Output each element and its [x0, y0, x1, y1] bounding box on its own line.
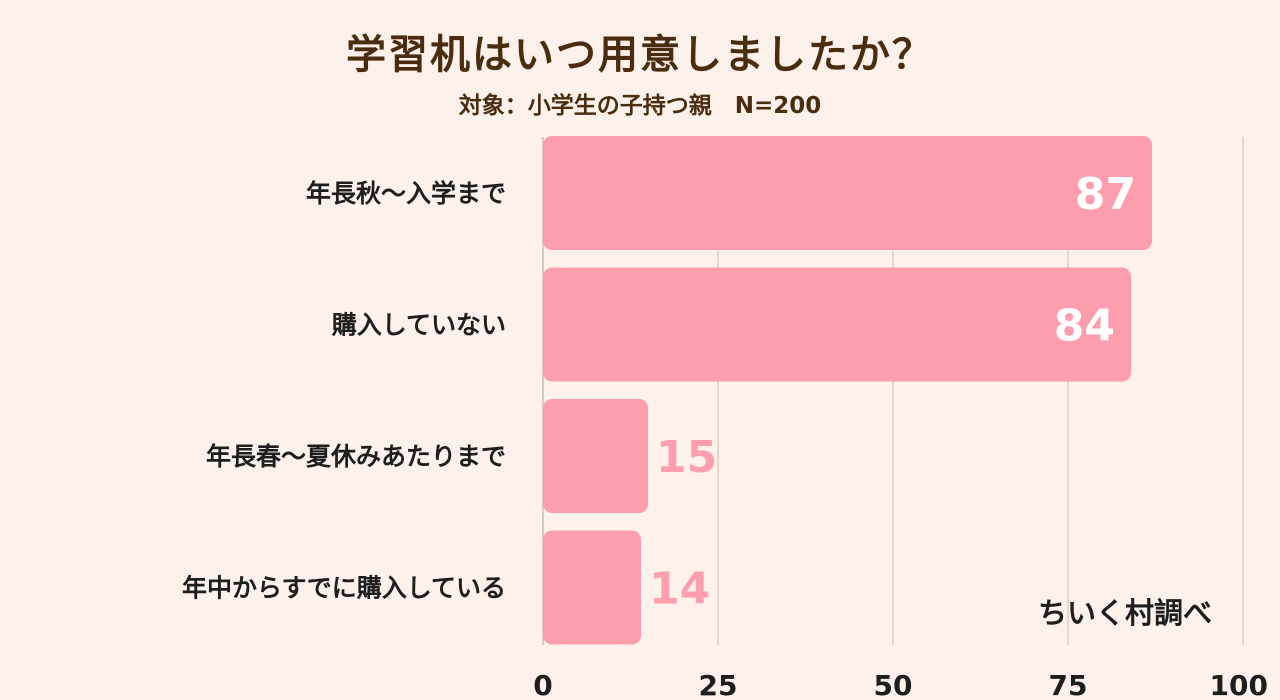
- x-tick-label: 0: [533, 669, 552, 700]
- x-tick-label: 100: [1210, 669, 1268, 700]
- x-tick-label: 75: [1049, 669, 1088, 700]
- chart-title: 学習机はいつ用意しましたか？: [346, 32, 934, 78]
- x-tick-label: 50: [874, 669, 913, 700]
- category-label: 年中からすでに購入している: [182, 574, 506, 603]
- x-tick-label: 25: [699, 669, 738, 700]
- bar: [543, 530, 641, 645]
- data-label: 14: [649, 564, 710, 615]
- category-label: 年長春～夏休みあたりまで: [206, 442, 506, 471]
- bar: [543, 136, 1152, 250]
- bar: [543, 267, 1131, 382]
- source-credit: ちいく村調べ: [1037, 596, 1212, 630]
- data-label: 15: [656, 432, 717, 483]
- data-label: 84: [1054, 301, 1115, 352]
- data-label: 87: [1075, 169, 1136, 220]
- category-label: 年長秋～入学まで: [306, 179, 506, 208]
- bar: [543, 399, 648, 513]
- category-label: 購入していない: [332, 311, 506, 340]
- chart-subtitle: 対象：小学生の子持つ親 N=200: [458, 93, 822, 119]
